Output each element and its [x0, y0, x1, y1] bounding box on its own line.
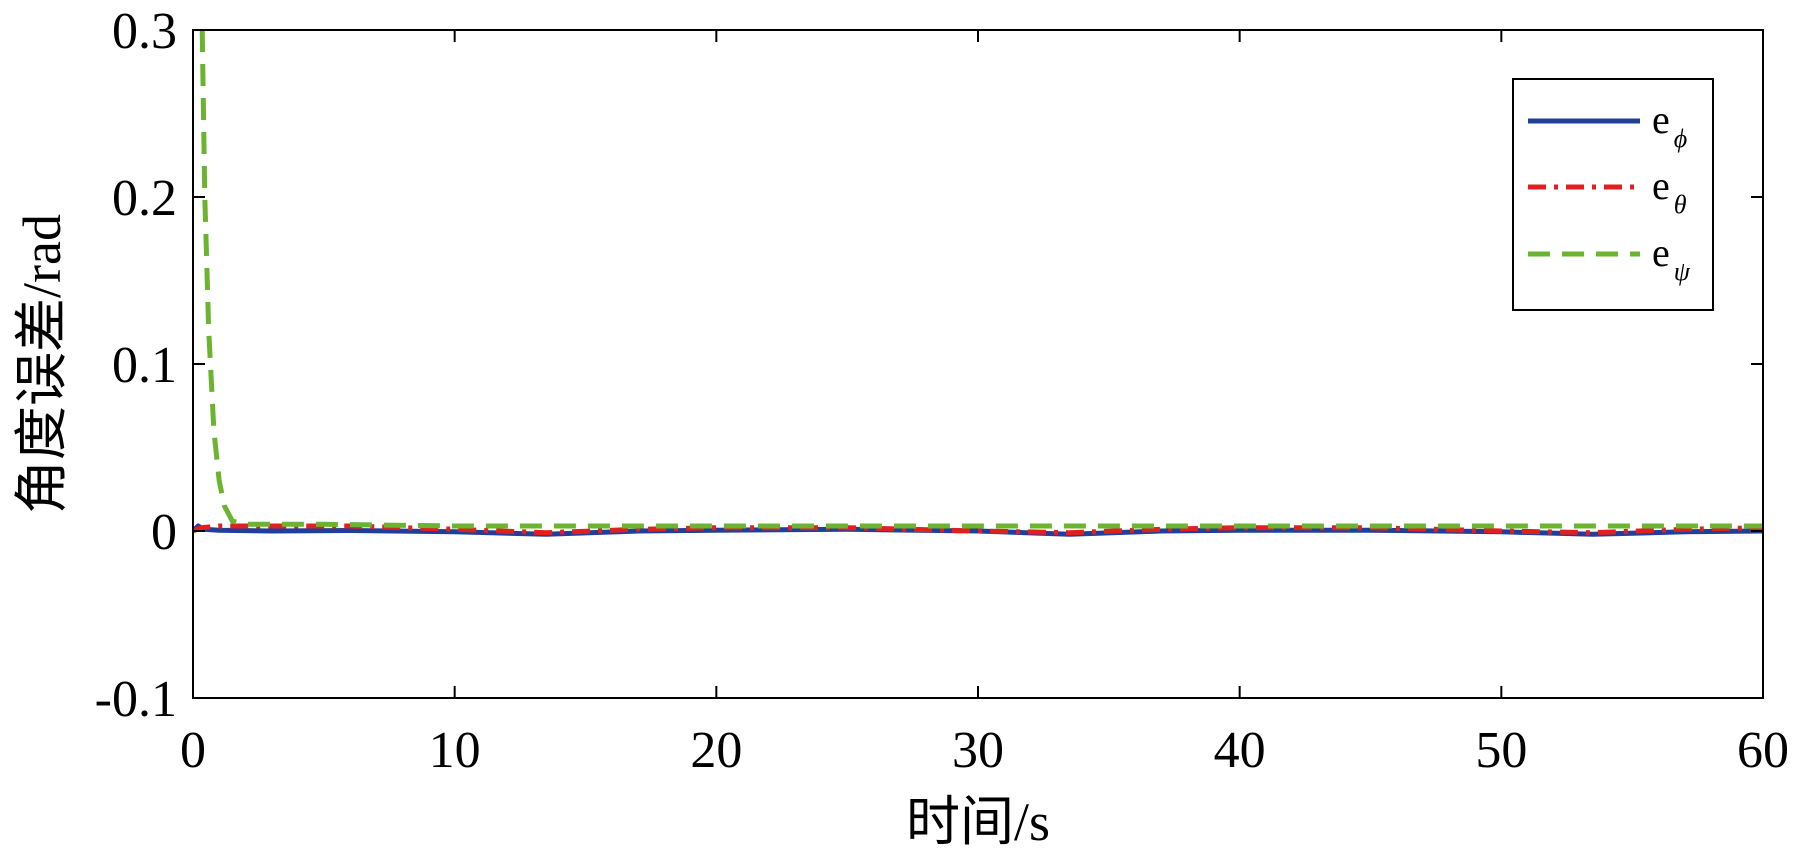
series-line-2: [199, 30, 1763, 529]
x-tick-label-2: 20: [690, 722, 742, 779]
legend-subscript-1: θ: [1674, 190, 1687, 219]
series-layer: [193, 30, 1763, 537]
plot-background: [193, 30, 1763, 698]
series-line-0: [193, 523, 1763, 537]
x-tick-label-5: 50: [1475, 722, 1527, 779]
x-tick-label-3: 30: [952, 722, 1004, 779]
x-tick-label-6: 60: [1737, 722, 1789, 779]
y-axis-title: 角度误差/rad: [12, 214, 72, 514]
x-axis-title: 时间/s: [906, 792, 1050, 852]
x-tick-label-1: 10: [429, 722, 481, 779]
y-tick-label-2: 0.1: [112, 337, 177, 394]
legend: e ϕe θe ψ: [1512, 78, 1714, 311]
y-tick-label-1: 0: [151, 504, 177, 561]
x-tick-labels: 0 10 20 30 40 50 60: [180, 722, 1789, 779]
y-tick-label-0: -0.1: [95, 671, 177, 728]
y-tick-label-4: 0.3: [112, 3, 177, 60]
y-tick-labels: -0.1 0 0.1 0.2 0.3: [95, 3, 177, 728]
legend-subscript-0: ϕ: [1674, 124, 1687, 153]
x-tick-label-0: 0: [180, 722, 206, 779]
legend-box: [1512, 78, 1714, 311]
legend-subscript-2: ψ: [1674, 257, 1691, 286]
x-tick-label-4: 40: [1214, 722, 1266, 779]
tick-layer: [192, 29, 1764, 699]
y-tick-label-3: 0.2: [112, 170, 177, 227]
